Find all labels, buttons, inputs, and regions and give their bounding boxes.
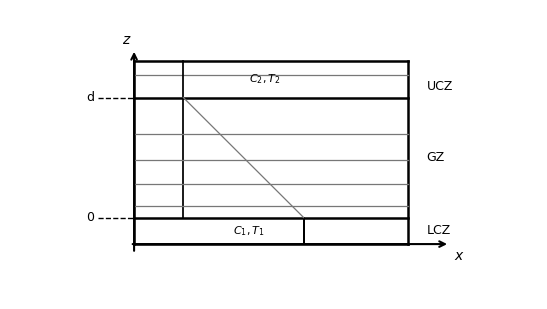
Text: d: d <box>86 91 94 104</box>
Text: UCZ: UCZ <box>427 79 453 93</box>
Text: GZ: GZ <box>427 151 445 164</box>
Text: LCZ: LCZ <box>427 224 451 237</box>
Text: $C_1, T_1$: $C_1, T_1$ <box>232 224 264 238</box>
Text: 0: 0 <box>86 211 94 224</box>
Text: $C_2, T_2$: $C_2, T_2$ <box>249 72 281 86</box>
Text: x: x <box>454 249 462 263</box>
Text: z: z <box>122 32 129 47</box>
